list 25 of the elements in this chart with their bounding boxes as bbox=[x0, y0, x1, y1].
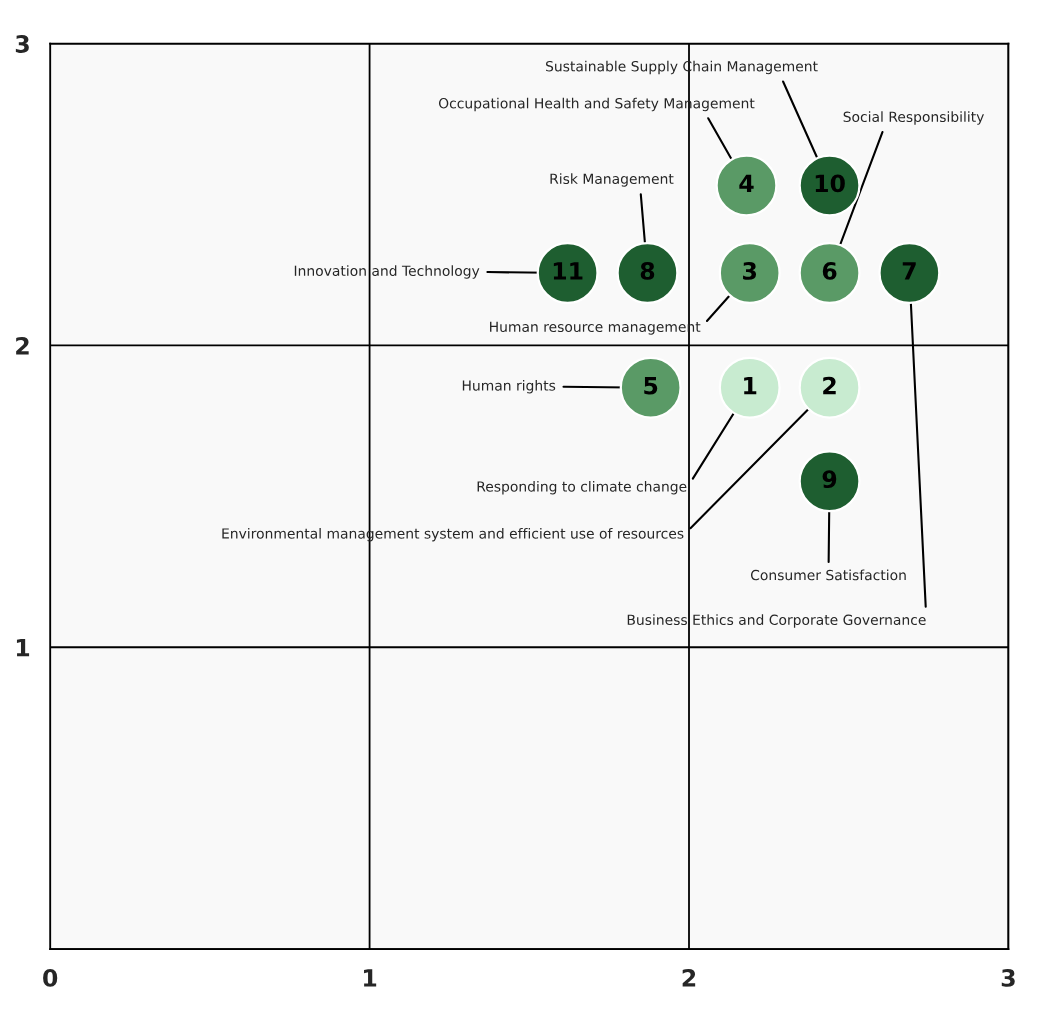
annotation: Social Responsibility bbox=[843, 111, 984, 125]
x-tick-label: 0 bbox=[43, 968, 58, 987]
x-tick-label: 1 bbox=[364, 969, 377, 987]
annotation: 10 bbox=[815, 174, 845, 193]
annotation: 1 bbox=[744, 376, 757, 395]
annotation: 5 bbox=[644, 376, 658, 395]
annotation: Responding to climate change bbox=[477, 480, 687, 495]
annotation: 2 bbox=[823, 376, 836, 395]
x-tick-label: 3 bbox=[1001, 968, 1015, 987]
y-tick-label: 1 bbox=[16, 639, 30, 657]
annotation: Human rights bbox=[462, 379, 556, 394]
annotation: 11 bbox=[553, 262, 583, 280]
annotation: Business Ethics and Corporate Governance bbox=[627, 614, 926, 628]
annotation: 6 bbox=[822, 262, 837, 280]
annotation: 8 bbox=[640, 261, 655, 280]
x-tick-label: 2 bbox=[682, 968, 696, 987]
y-tick-label: 2 bbox=[16, 336, 29, 355]
annotation: Innovation and Technology bbox=[294, 265, 480, 279]
annotation: Risk Management bbox=[550, 173, 674, 187]
y-tick-label: 3 bbox=[15, 35, 29, 53]
annotation: 7 bbox=[902, 262, 916, 280]
annotation: 4 bbox=[739, 174, 754, 192]
annotation: 3 bbox=[743, 261, 757, 280]
annotation: 9 bbox=[822, 470, 837, 489]
annotation: Consumer Satisfaction bbox=[750, 569, 906, 581]
